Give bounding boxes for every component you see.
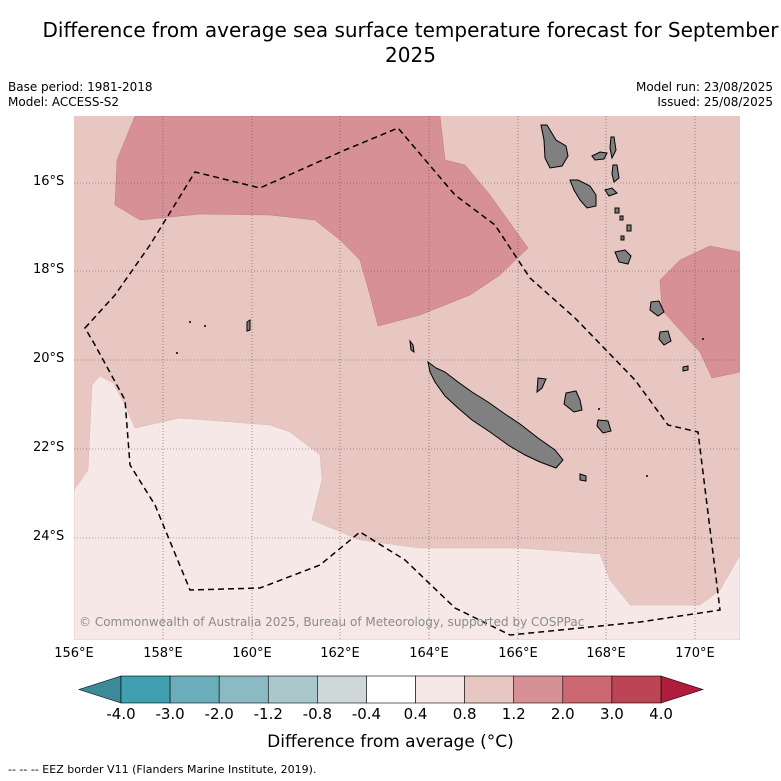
- colorbar-swatch: [464, 675, 515, 704]
- isle-of-pines: [579, 473, 587, 482]
- espiritu-santo-island: [540, 124, 569, 169]
- colorbar-swatch: [513, 675, 564, 704]
- mare-island: [596, 419, 612, 434]
- colorbar: [78, 675, 704, 704]
- copyright-notice: © Commonwealth of Australia 2025, Bureau…: [79, 615, 585, 629]
- ambrym-island: [604, 187, 618, 197]
- colorbar-tick-label: -0.4: [351, 705, 382, 723]
- colorbar-swatch: [366, 675, 416, 704]
- anomaly-region-1-2-2-0-east: [659, 245, 740, 379]
- lon-label-158e: 158°E: [143, 646, 183, 661]
- tanna-island: [658, 330, 672, 346]
- lon-label-166e: 166°E: [498, 646, 538, 661]
- colorbar-swatch: [317, 675, 367, 704]
- reef-dots: [176, 321, 704, 477]
- colorbar-swatch: [218, 675, 269, 704]
- small-islet-2: [619, 215, 624, 221]
- erromango-island: [649, 300, 665, 317]
- colorbar-high-extend: [660, 675, 704, 704]
- colorbar-low-extend: [78, 675, 122, 704]
- eez-footnote: -- -- -- EEZ border V11 (Flanders Marine…: [8, 763, 317, 776]
- colorbar-swatch: [415, 675, 465, 704]
- new-caledonia-island: [427, 360, 564, 469]
- colorbar-tick-label: -2.0: [204, 705, 234, 723]
- maewo-island: [609, 136, 617, 160]
- belep-islet: [409, 339, 415, 354]
- colorbar-swatch: [267, 675, 318, 704]
- lat-label-20s: 20°S: [33, 351, 65, 366]
- meta-left: Base period: 1981-2018 Model: ACCESS-S2: [8, 80, 153, 110]
- base-period: Base period: 1981-2018: [8, 80, 153, 94]
- ouvea-island: [536, 377, 547, 394]
- lat-label-22s: 22°S: [33, 440, 65, 455]
- anomaly-region-1-2-2-0-north: [114, 116, 529, 327]
- lat-label-18s: 18°S: [33, 262, 65, 277]
- gridlines: [74, 116, 740, 640]
- lon-label-168e: 168°E: [586, 646, 626, 661]
- model-run: Model run: 23/08/2025: [635, 80, 773, 94]
- colorbar-tick-label: 0.8: [452, 705, 477, 723]
- colorbar-swatch: [120, 675, 171, 704]
- meta-right: Model run: 23/08/2025 Issued: 25/08/2025: [636, 80, 773, 110]
- land-masses: [246, 124, 689, 482]
- lifou-island: [563, 390, 583, 413]
- model-name: Model: ACCESS-S2: [8, 95, 120, 109]
- colorbar-tick-label: -3.0: [155, 705, 185, 723]
- ambae-island: [591, 151, 608, 161]
- small-islet-4: [620, 235, 625, 241]
- colorbar-swatch: [562, 675, 613, 704]
- lon-label-162e: 162°E: [320, 646, 360, 661]
- colorbar-tick-label: -4.0: [106, 705, 136, 723]
- lat-label-16s: 16°S: [33, 174, 65, 189]
- colorbar-tick-label: 1.2: [501, 705, 526, 723]
- anomaly-region-0-4-0-8: [74, 375, 740, 640]
- colorbar-swatch: [611, 675, 662, 704]
- eez-border: [84, 127, 721, 636]
- pentecost-island: [611, 164, 620, 183]
- issued-date: Issued: 25/08/2025: [657, 95, 773, 109]
- efate-island: [614, 249, 632, 265]
- lon-label-164e: 164°E: [409, 646, 449, 661]
- colorbar-tick-label: 2.0: [550, 705, 575, 723]
- aneityum-island: [682, 365, 689, 372]
- map-title: Difference from average sea surface temp…: [42, 18, 779, 67]
- lon-label-160e: 160°E: [232, 646, 272, 661]
- lon-label-156e: 156°E: [54, 646, 94, 661]
- colorbar-tick-label: 0.4: [403, 705, 428, 723]
- lat-label-24s: 24°S: [33, 529, 65, 544]
- chesterfield-island: [246, 319, 251, 332]
- colorbar-swatch: [169, 675, 220, 704]
- colorbar-tick-label: 3.0: [599, 705, 624, 723]
- small-islet-3: [626, 224, 632, 232]
- colorbar-tick-label: -0.8: [302, 705, 332, 723]
- small-islet-1: [614, 207, 620, 214]
- malekula-island: [569, 179, 597, 209]
- colorbar-tick-label: 4.0: [649, 705, 673, 723]
- colorbar-title: Difference from average (°C): [267, 732, 514, 752]
- colorbar-tick-label: -1.2: [253, 705, 283, 723]
- lon-label-170e: 170°E: [675, 646, 715, 661]
